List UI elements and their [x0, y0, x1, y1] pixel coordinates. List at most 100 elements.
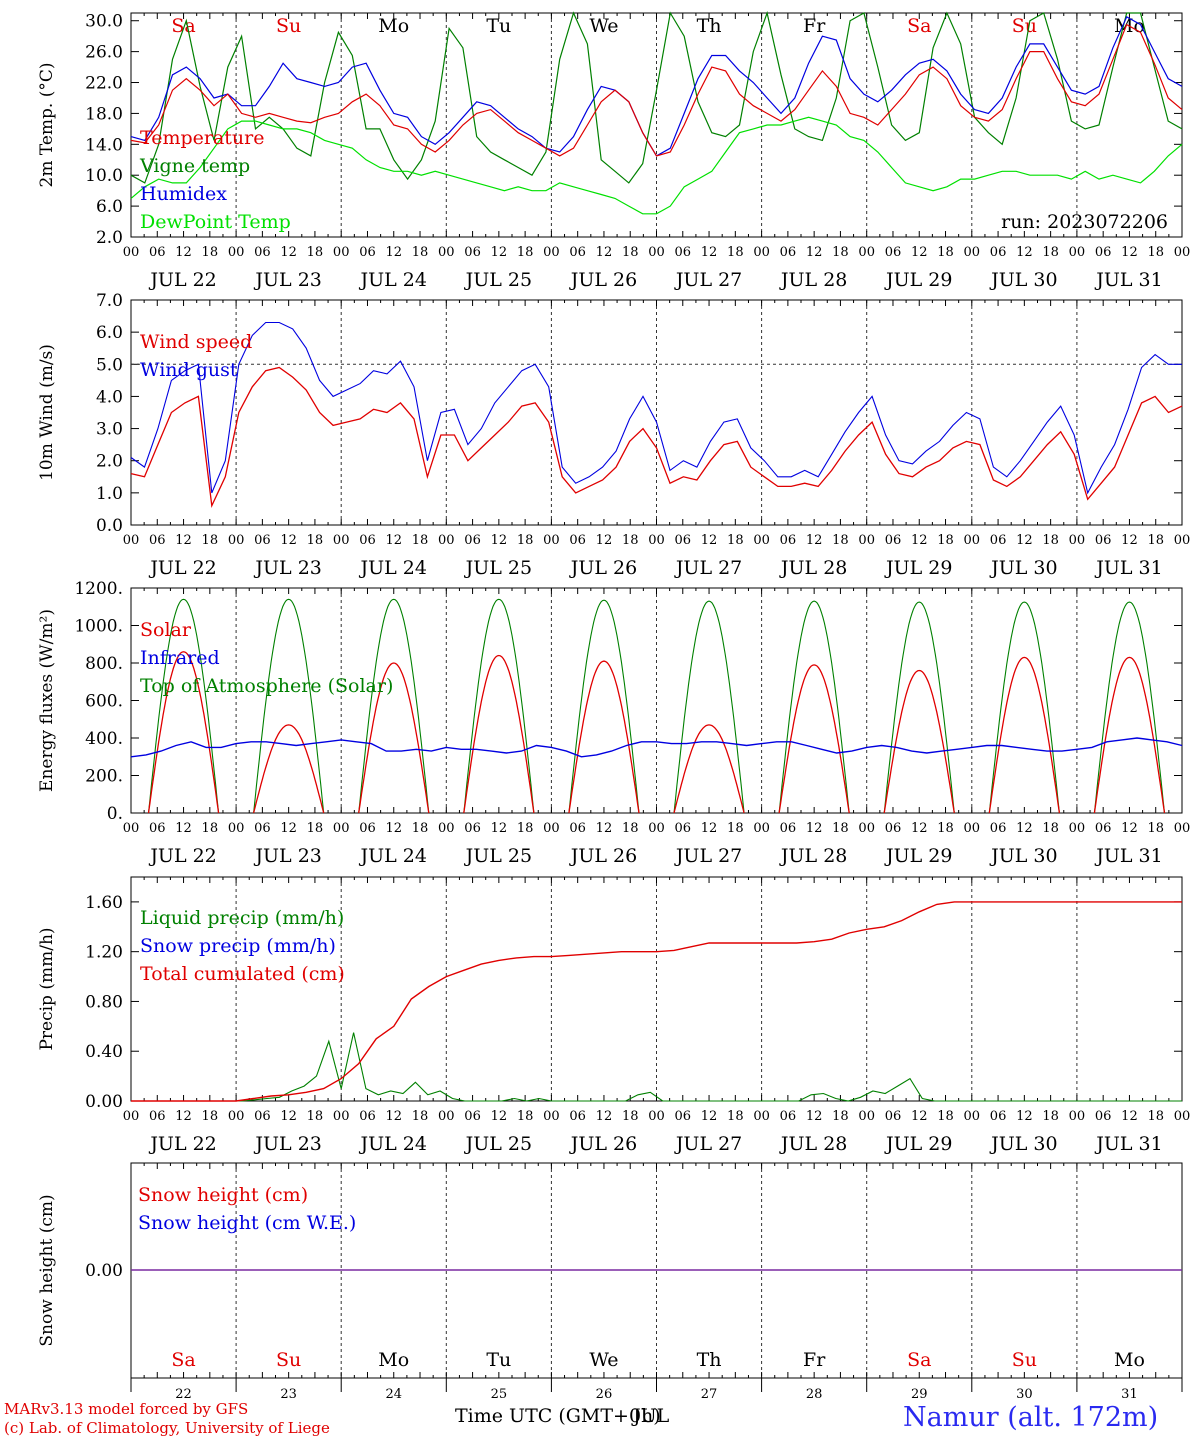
- hour-tick-label: 00: [648, 245, 665, 260]
- hour-tick-label: 18: [1147, 1109, 1164, 1124]
- hour-tick-label: 06: [149, 1109, 166, 1124]
- hour-tick-label: 06: [885, 1109, 902, 1124]
- hour-tick-label: 18: [517, 1109, 534, 1124]
- hour-tick-label: 18: [727, 821, 744, 836]
- weekday-label: Sa: [907, 15, 931, 37]
- legend-wind-speed: Wind speed: [140, 331, 252, 353]
- hour-tick-label: 06: [885, 821, 902, 836]
- run-label: run: 2023072206: [1001, 211, 1168, 233]
- hour-tick-label: 00: [543, 245, 560, 260]
- day-label: JUL 29: [884, 269, 952, 291]
- toa-curve: [778, 600, 850, 814]
- day-label: JUL 26: [569, 557, 637, 579]
- solar-curve: [778, 664, 850, 814]
- hour-tick-label: 06: [675, 821, 692, 836]
- day-label: JUL 25: [464, 845, 532, 867]
- hour-tick-label: 06: [1095, 245, 1112, 260]
- hour-tick-label: 06: [990, 245, 1007, 260]
- day-number-label: 28: [806, 1387, 823, 1402]
- hour-tick-label: 06: [359, 533, 376, 548]
- hour-tick-label: 06: [885, 245, 902, 260]
- y-tick-label: 22.0: [85, 74, 123, 94]
- hour-tick-label: 12: [911, 533, 928, 548]
- y-tick-label: 1200.: [74, 579, 123, 599]
- solar-curve: [883, 669, 955, 814]
- hour-tick-label: 18: [517, 533, 534, 548]
- hour-tick-label: 00: [123, 821, 140, 836]
- day-label: JUL 24: [359, 1133, 427, 1155]
- toa-curve: [358, 598, 430, 814]
- hour-tick-label: 12: [280, 821, 297, 836]
- series-line: [130, 116, 1183, 215]
- y-tick-label: 600.: [85, 692, 123, 712]
- hour-tick-label: 18: [622, 533, 639, 548]
- hour-tick-label: 18: [202, 245, 219, 260]
- series-line: [130, 321, 1182, 495]
- hour-tick-label: 06: [990, 1109, 1007, 1124]
- y-tick-label: 6.0: [96, 197, 123, 217]
- hour-tick-label: 06: [780, 245, 797, 260]
- hour-tick-label: 12: [806, 821, 823, 836]
- hour-tick-label: 06: [1095, 533, 1112, 548]
- day-label: JUL 29: [884, 1133, 952, 1155]
- hour-tick-label: 12: [806, 1109, 823, 1124]
- hour-tick-label: 06: [254, 821, 271, 836]
- y-tick-label: 4.0: [96, 387, 123, 407]
- y-tick-label: 14.0: [85, 135, 123, 155]
- hour-tick-label: 00: [543, 533, 560, 548]
- hour-tick-label: 12: [701, 1109, 718, 1124]
- plot-frame: [130, 299, 1183, 526]
- y-tick-label: 2.0: [96, 228, 123, 248]
- hour-tick-label: 18: [202, 533, 219, 548]
- hour-tick-label: 18: [622, 245, 639, 260]
- hour-tick-label: 12: [385, 1109, 402, 1124]
- hour-tick-label: 06: [885, 533, 902, 548]
- hour-tick-label: 06: [780, 1109, 797, 1124]
- day-number-label: 24: [385, 1387, 402, 1402]
- legend-humidex: Humidex: [140, 183, 227, 205]
- hour-tick-label: 00: [333, 1109, 350, 1124]
- series-line: [131, 901, 1182, 1102]
- day-number-label: 27: [701, 1387, 718, 1402]
- day-label: JUL 27: [674, 1133, 742, 1155]
- hour-tick-label: 18: [307, 821, 324, 836]
- y-tick-label: 0.00: [85, 1092, 123, 1112]
- day-label: JUL 23: [253, 1133, 321, 1155]
- hour-tick-label: 12: [1016, 1109, 1033, 1124]
- hour-tick-label: 12: [385, 533, 402, 548]
- y-tick-label: 6.0: [96, 323, 123, 343]
- hour-tick-label: 00: [964, 533, 981, 548]
- legend-top-of-atmosphere-solar: Top of Atmosphere (Solar): [140, 675, 393, 697]
- hour-tick-label: 18: [412, 245, 429, 260]
- hour-tick-label: 06: [254, 1109, 271, 1124]
- hour-tick-label: 00: [1069, 1109, 1086, 1124]
- hour-tick-label: 06: [254, 245, 271, 260]
- hour-tick-label: 06: [359, 1109, 376, 1124]
- day-label: JUL 31: [1094, 1133, 1162, 1155]
- hour-tick-label: 00: [753, 245, 770, 260]
- hour-tick-label: 12: [1016, 821, 1033, 836]
- hour-tick-label: 12: [1121, 245, 1138, 260]
- day-label: JUL 30: [989, 557, 1057, 579]
- hour-tick-label: 00: [1174, 821, 1191, 836]
- y-tick-label: 7.0: [96, 291, 123, 311]
- day-label: JUL 27: [674, 557, 742, 579]
- day-label: JUL 31: [1094, 845, 1162, 867]
- day-label: JUL 22: [148, 1133, 216, 1155]
- legend-snow-height-cm-w-e: Snow height (cm W.E.): [138, 1212, 356, 1234]
- hour-tick-label: 18: [622, 1109, 639, 1124]
- day-number-label: 29: [911, 1387, 928, 1402]
- hour-tick-label: 00: [858, 245, 875, 260]
- credit-line-2: (c) Lab. of Climatology, University of L…: [4, 1419, 330, 1437]
- hour-tick-label: 06: [149, 821, 166, 836]
- hour-tick-label: 00: [333, 533, 350, 548]
- day-number-label: 23: [280, 1387, 297, 1402]
- weekday-label: Fr: [803, 1349, 826, 1371]
- day-label: JUL 28: [779, 557, 847, 579]
- hour-tick-label: 12: [280, 1109, 297, 1124]
- day-label: JUL 27: [674, 845, 742, 867]
- legend-liquid-precip-mm-h: Liquid precip (mm/h): [140, 907, 344, 929]
- day-label: JUL 26: [569, 1133, 637, 1155]
- solar-curve: [463, 654, 535, 814]
- hour-tick-label: 06: [990, 821, 1007, 836]
